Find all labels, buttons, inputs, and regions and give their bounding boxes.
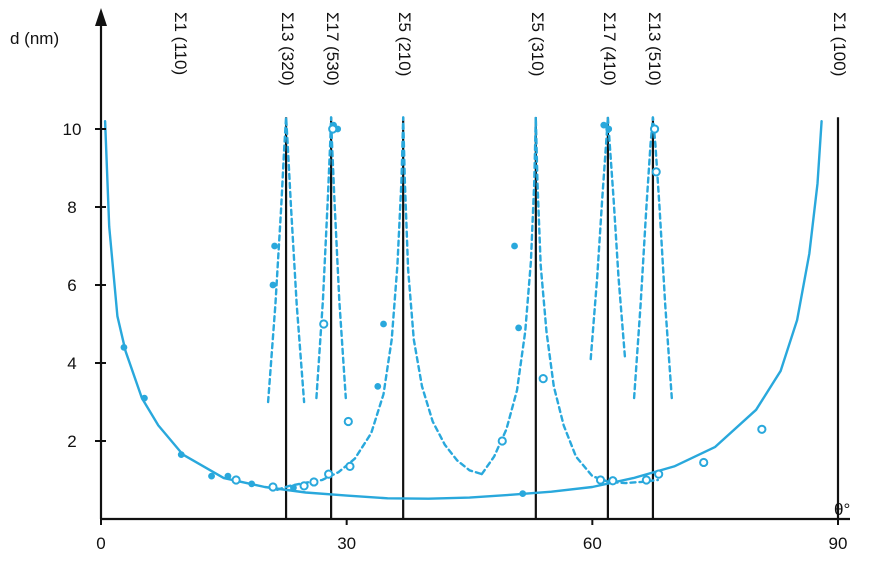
- filled-point-14: [511, 242, 518, 250]
- axes: [95, 8, 850, 521]
- open-point-7: [345, 461, 355, 471]
- open-point-6: [319, 319, 329, 329]
- open-point-12: [641, 475, 651, 485]
- y-axis-arrow: [95, 8, 107, 26]
- dashed-curve-6: [632, 116, 673, 400]
- x-tick-label-30: 30: [337, 534, 356, 553]
- open-point-10: [538, 374, 548, 384]
- sigma-label-5: Σ17 (410): [600, 12, 619, 86]
- sigma-label-4: Σ5 (310): [528, 12, 547, 76]
- y-axis-label: d (nm): [10, 29, 59, 48]
- filled-point-6: [269, 281, 277, 289]
- open-point-11: [595, 475, 606, 485]
- filled-point-12: [374, 383, 382, 390]
- dashed-curve-1: [266, 116, 306, 404]
- sigma-label-6: Σ13 (510): [645, 12, 664, 86]
- sigma-label-7: Σ1 (100): [830, 12, 849, 76]
- sigma-label-1: Σ13 (320): [278, 12, 297, 86]
- filled-point-16: [600, 121, 608, 129]
- open-point-17: [757, 424, 767, 434]
- filled-point-11: [380, 320, 387, 328]
- filled-point-4: [224, 472, 232, 480]
- x-tick-label-0: 0: [96, 534, 105, 553]
- open-point-18: [608, 476, 618, 486]
- curves: [103, 116, 823, 500]
- dashed-curve-2: [315, 116, 347, 400]
- filled-point-2: [177, 451, 185, 459]
- solid-curve-0: [103, 120, 823, 500]
- open-point-8: [343, 416, 353, 427]
- filled-point-8: [290, 484, 297, 492]
- dashed-curve-4: [480, 116, 659, 485]
- markers: [120, 121, 767, 498]
- filled-point-15: [519, 490, 527, 498]
- sigma-label-3: Σ5 (210): [395, 12, 414, 76]
- open-point-0: [231, 475, 241, 485]
- open-point-5: [328, 124, 338, 134]
- x-tick-label-90: 90: [829, 534, 848, 553]
- filled-point-7: [271, 242, 279, 250]
- y-tick-label-8: 8: [67, 198, 76, 217]
- open-point-1: [268, 482, 278, 492]
- open-point-9: [497, 436, 507, 446]
- filled-point-5: [248, 480, 256, 488]
- sigma-labels: Σ1 (110) Σ13 (320) Σ17 (530) Σ5 (210) Σ5 (31…: [171, 12, 849, 86]
- filled-point-17: [605, 125, 613, 133]
- dashed-curve-5: [589, 116, 627, 361]
- filled-point-13: [515, 324, 523, 332]
- y-tick-label-10: 10: [63, 120, 82, 139]
- open-point-3: [309, 477, 319, 487]
- open-point-13: [649, 124, 660, 134]
- open-point-16: [699, 457, 709, 468]
- x-axis-label: θ°: [834, 500, 850, 519]
- open-point-4: [324, 469, 334, 479]
- dashed-curve-3: [275, 116, 483, 491]
- ticks: 2 4 6 8 10 0 30 60 90: [63, 120, 848, 553]
- filled-point-3: [208, 472, 215, 480]
- y-tick-label-4: 4: [67, 354, 76, 373]
- boundary-lines: [284, 117, 840, 519]
- filled-point-1: [141, 394, 148, 402]
- y-tick-label-6: 6: [67, 276, 76, 295]
- y-tick-label-2: 2: [67, 432, 76, 451]
- x-tick-label-60: 60: [583, 534, 602, 553]
- sigma-label-0: Σ1 (110): [171, 12, 190, 75]
- open-point-14: [651, 167, 661, 177]
- open-point-15: [654, 469, 664, 479]
- open-point-2: [299, 481, 309, 491]
- sigma-label-2: Σ17 (530): [323, 12, 342, 86]
- filled-point-0: [120, 344, 128, 351]
